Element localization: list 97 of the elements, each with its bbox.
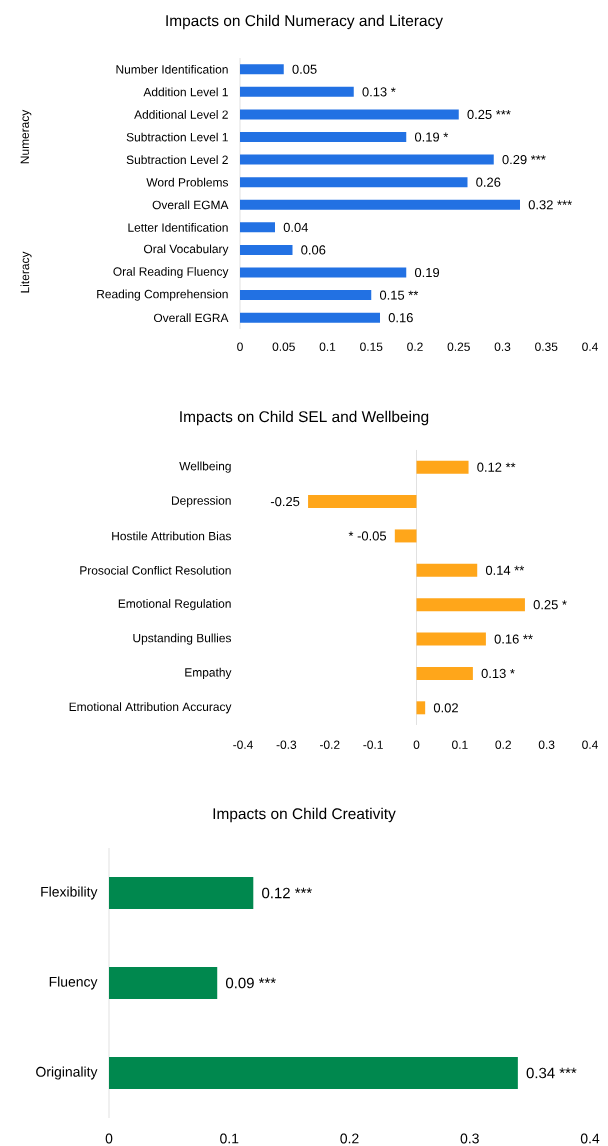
data-label: 0.02 bbox=[433, 703, 458, 713]
bar bbox=[416, 666, 473, 680]
data-label: 0.19 bbox=[414, 267, 440, 278]
x-tick-label: 0.3 bbox=[460, 1133, 479, 1144]
x-tick-label: 0.2 bbox=[407, 342, 423, 351]
x-tick-label: -0.3 bbox=[276, 740, 297, 749]
data-label: 0.13 * bbox=[362, 87, 396, 97]
bar bbox=[416, 563, 478, 577]
text: Literacy bbox=[20, 251, 32, 293]
bar bbox=[240, 222, 275, 233]
x-tick-label: 0.05 bbox=[272, 342, 295, 351]
bar bbox=[240, 290, 372, 301]
x-tick-label: 0 bbox=[237, 342, 243, 351]
bar bbox=[240, 199, 520, 210]
data-label: -0.25 bbox=[270, 496, 300, 507]
data-label: 0.16 ** bbox=[494, 634, 533, 644]
y-tick-label: Reading Comprehension bbox=[97, 289, 228, 301]
data-label: 0.05 bbox=[292, 64, 317, 74]
data-label: 0.15 ** bbox=[379, 290, 419, 300]
bar bbox=[109, 967, 218, 999]
bar bbox=[109, 877, 254, 909]
data-label: * -0.05 bbox=[348, 531, 387, 541]
x-tick-label: 0.35 bbox=[535, 342, 558, 351]
data-label: 0.06 bbox=[301, 245, 326, 255]
chart-title: Impacts on Child Numeracy and Literacy bbox=[166, 14, 443, 30]
x-tick-label: 0.1 bbox=[220, 1133, 239, 1144]
x-tick-label: 0.1 bbox=[452, 740, 468, 749]
x-tick-label: 0.3 bbox=[494, 342, 511, 351]
data-label: 0.13 * bbox=[481, 668, 515, 679]
y-tick-label: Word Problems bbox=[146, 177, 229, 187]
bar bbox=[394, 529, 417, 543]
x-tick-label: 0.2 bbox=[495, 740, 511, 749]
x-tick-label: 0.2 bbox=[340, 1133, 359, 1144]
data-label: 0.12 ** bbox=[477, 462, 516, 472]
x-tick-label: 0.4 bbox=[580, 1133, 600, 1144]
bar bbox=[416, 701, 426, 715]
y-tick-label: Fluency bbox=[49, 976, 98, 990]
data-label: 0.32 *** bbox=[528, 200, 572, 210]
data-label: 0.25 * bbox=[533, 600, 567, 610]
bar bbox=[416, 632, 486, 646]
data-label: 0.14 ** bbox=[485, 565, 525, 575]
y-tick-label: Overall EGRA bbox=[153, 313, 229, 323]
bar bbox=[109, 1057, 518, 1089]
y-tick-label: Letter Identification bbox=[128, 222, 228, 232]
bar bbox=[240, 64, 284, 75]
x-tick-label: -0.1 bbox=[363, 740, 383, 749]
x-tick-label: 0 bbox=[413, 740, 420, 749]
y-tick-label: Originality bbox=[36, 1066, 98, 1080]
y-tick-label: Depression bbox=[171, 495, 231, 508]
x-tick-label: 0.1 bbox=[319, 342, 336, 351]
bar bbox=[240, 132, 407, 143]
bar bbox=[416, 460, 469, 474]
x-tick-label: 0.15 bbox=[360, 342, 383, 351]
data-label: 0.34 *** bbox=[526, 1067, 577, 1079]
x-tick-label: 0.25 bbox=[447, 342, 470, 351]
y-tick-label: Upstanding Bullies bbox=[133, 633, 232, 645]
x-tick-label: -0.4 bbox=[233, 740, 253, 749]
y-tick-label: Addition Level 1 bbox=[143, 87, 228, 97]
y-tick-label: Subtraction Level 2 bbox=[126, 155, 228, 164]
bar bbox=[240, 86, 354, 97]
chart-title: Impacts on Child SEL and Wellbeing bbox=[180, 410, 429, 426]
data-label: 0.04 bbox=[283, 222, 309, 232]
data-label: 0.16 bbox=[388, 313, 413, 323]
data-label: 0.19 * bbox=[414, 132, 449, 142]
bar bbox=[240, 109, 459, 120]
y-tick-label: Hostile Attribution Bias bbox=[112, 531, 232, 541]
bar bbox=[240, 312, 380, 323]
data-label: 0.26 bbox=[476, 177, 501, 187]
bar bbox=[416, 598, 525, 612]
y-tick-label: Subtraction Level 1 bbox=[126, 132, 228, 142]
y-tick-label: Overall EGMA bbox=[152, 200, 229, 210]
x-tick-label: -0.2 bbox=[319, 740, 340, 749]
y-tick-label: Flexibility bbox=[41, 886, 98, 900]
bar bbox=[240, 154, 494, 165]
x-tick-label: 0.4 bbox=[582, 342, 598, 351]
chart-title: Impacts on Child Creativity bbox=[213, 807, 396, 823]
x-tick-label: 0.4 bbox=[582, 740, 598, 749]
data-label: 0.12 *** bbox=[262, 887, 312, 899]
bar bbox=[240, 267, 407, 278]
y-tick-label: Emotional Attribution Accuracy bbox=[69, 702, 232, 714]
y-tick-label: Number Identification bbox=[116, 64, 228, 74]
y-tick-label: Emotional Regulation bbox=[118, 599, 231, 611]
x-tick-label: 0.3 bbox=[538, 740, 555, 749]
y-tick-label: Oral Vocabulary bbox=[143, 244, 229, 256]
y-tick-label: Oral Reading Fluency bbox=[113, 266, 229, 279]
text: Numeracy bbox=[20, 109, 32, 164]
bar bbox=[240, 244, 293, 255]
y-tick-label: Empathy bbox=[185, 667, 232, 680]
data-label: 0.25 *** bbox=[467, 109, 511, 120]
y-tick-label: Additional Level 2 bbox=[134, 110, 228, 119]
bar bbox=[308, 495, 417, 509]
y-tick-label: Wellbeing bbox=[179, 461, 231, 473]
data-label: 0.09 *** bbox=[226, 977, 276, 989]
bar bbox=[240, 177, 468, 188]
y-tick-label: Prosocial Conflict Resolution bbox=[80, 565, 231, 575]
data-label: 0.29 *** bbox=[502, 155, 546, 165]
x-tick-label: 0 bbox=[105, 1133, 113, 1144]
